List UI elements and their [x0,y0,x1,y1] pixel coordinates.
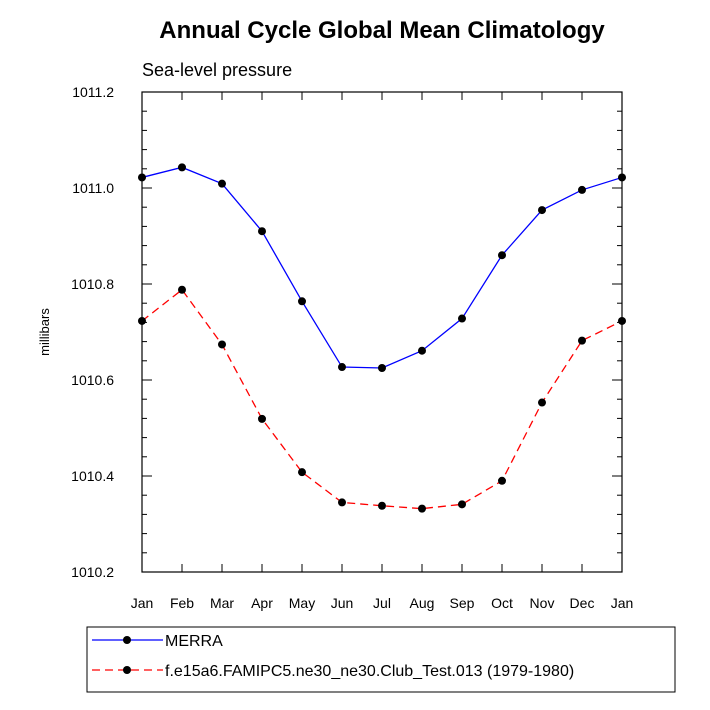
x-tick-label: Mar [210,595,234,611]
x-tick-label: Jul [373,595,391,611]
series-1-point [618,173,626,182]
chart-title: Annual Cycle Global Mean Climatology [159,17,605,44]
series-1-point [338,363,346,372]
series-line-2 [141,288,623,510]
series-1-point [538,206,546,215]
y-axis-label: millibars [37,308,52,356]
x-tick-label: Jan [131,595,154,611]
x-tick-label: Aug [410,595,435,611]
chart-subtitle: Sea-level pressure [142,60,292,80]
series-2-point [578,336,586,345]
axis-ticks: Jan Feb Mar Apr May Jun Jul Aug Sep Oct Nov Dec Jan 1… [71,84,633,611]
series-2-point [298,468,306,477]
series-1-point [418,346,426,355]
x-tick-label: Sep [450,595,475,611]
series-2-point [618,316,626,325]
series-1-point [178,163,186,172]
plot-frame [141,91,623,573]
x-tick-label: Feb [170,595,194,611]
series-1-point [498,251,506,260]
series-1-point [578,185,586,194]
legend-marker-2 [123,666,131,674]
y-tick-label: 1010.4 [71,468,114,484]
legend-marker-1 [123,636,131,644]
series-2-point [138,316,146,325]
series-2-point [458,500,466,509]
series-1-point [378,364,386,372]
series-2-point [498,476,506,485]
y-tick-label: 1010.2 [71,564,114,580]
series-1-point [298,297,306,306]
series-2-point [178,285,186,294]
x-tick-label: Dec [570,595,595,611]
legend-box [86,626,676,693]
legend: MERRA f.e15a6.FAMIPC5.ne30_ne30.Club_Test… [86,626,676,693]
series-1-point [258,227,266,236]
y-tick-label: 1010.8 [71,276,114,292]
x-tick-label: Nov [530,595,555,611]
series-1-point [218,179,226,188]
x-tick-label: Apr [251,595,273,611]
y-tick-label: 1010.6 [71,372,114,388]
series-2-point [538,398,546,407]
series-layer [138,163,626,513]
legend-label-1: MERRA [165,633,223,650]
x-tick-label: May [289,595,315,611]
y-tick-label: 1011.2 [72,84,114,100]
series-1-point [138,173,146,182]
x-tick-label: Jun [331,595,354,611]
series-2-point [378,501,386,510]
series-line-1 [141,166,623,369]
series-2-point [258,414,266,423]
series-1-point [458,314,466,323]
x-tick-label: Jan [611,595,634,611]
series-2-point [338,498,346,507]
x-tick-label: Oct [491,595,513,611]
series-2-point [418,504,426,513]
y-tick-label: 1011.0 [72,180,114,196]
series-2-point [218,340,226,349]
legend-label-2: f.e15a6.FAMIPC5.ne30_ne30.Club_Test.013 … [165,663,574,680]
